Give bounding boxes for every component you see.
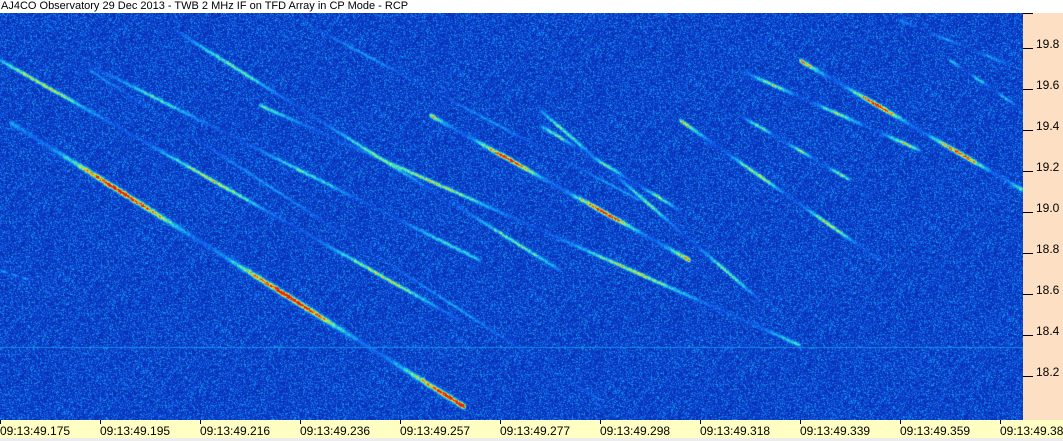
x-tick <box>200 420 201 424</box>
y-tick <box>1023 48 1033 49</box>
chart-title: AJ4CO Observatory 29 Dec 2013 - TWB 2 MH… <box>0 0 1063 13</box>
y-axis-top-tick <box>1023 13 1033 14</box>
x-tick-label: 09:13:49.277 <box>500 424 571 438</box>
x-tick-label: 09:13:49.359 <box>900 424 971 438</box>
y-tick <box>1023 335 1033 336</box>
x-tick <box>100 420 101 424</box>
x-tick <box>500 420 501 424</box>
x-tick-label: 09:13:49.339 <box>800 424 871 438</box>
y-tick-label: 19.2 <box>1036 160 1060 174</box>
x-tick <box>400 420 401 424</box>
y-tick <box>1023 294 1033 295</box>
x-tick <box>0 420 1 424</box>
y-tick-label: 19.4 <box>1036 119 1060 133</box>
x-tick-label: 09:13:49.195 <box>100 424 171 438</box>
frequency-axis: 19.8 19.6 19.4 19.2 19.0 18.8 18.6 18.4 18.2 <box>1023 13 1063 420</box>
y-tick <box>1023 171 1033 172</box>
y-tick <box>1023 376 1033 377</box>
y-tick-label: 18.4 <box>1036 324 1060 338</box>
x-tick-label: 09:13:49.380 <box>1000 424 1063 438</box>
y-tick-label: 19.6 <box>1036 78 1060 92</box>
y-tick-label: 18.2 <box>1036 365 1060 379</box>
y-tick-label: 18.8 <box>1036 242 1060 256</box>
x-tick-label: 09:13:49.175 <box>0 424 71 438</box>
x-tick-label: 09:13:49.318 <box>700 424 771 438</box>
x-tick-label: 09:13:49.298 <box>600 424 671 438</box>
y-tick <box>1023 253 1033 254</box>
y-tick <box>1023 130 1033 131</box>
x-tick <box>600 420 601 424</box>
time-axis: 09:13:49.175 09:13:49.195 09:13:49.216 09:1… <box>0 420 1063 438</box>
x-tick <box>1000 420 1001 424</box>
x-tick <box>900 420 901 424</box>
y-tick <box>1023 89 1033 90</box>
spectrogram-plot[interactable] <box>0 13 1023 420</box>
x-tick <box>300 420 301 424</box>
x-tick-label: 09:13:49.236 <box>300 424 371 438</box>
x-tick <box>800 420 801 424</box>
y-tick-label: 19.8 <box>1036 37 1060 51</box>
x-tick <box>700 420 701 424</box>
y-tick <box>1023 212 1033 213</box>
x-tick-label: 09:13:49.257 <box>400 424 471 438</box>
y-tick-label: 19.0 <box>1036 201 1060 215</box>
y-tick-label: 18.6 <box>1036 283 1060 297</box>
x-tick-label: 09:13:49.216 <box>200 424 271 438</box>
